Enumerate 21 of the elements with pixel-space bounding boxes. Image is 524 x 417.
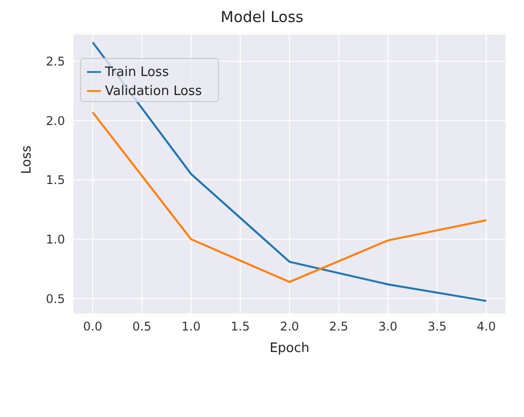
y-tick-label: 1.0 <box>46 232 65 247</box>
y-tick-label: 0.5 <box>46 292 65 306</box>
x-tick-label: 1.0 <box>182 320 201 334</box>
line-series <box>92 111 488 283</box>
y-tick-label: 1.5 <box>46 173 65 188</box>
line-series <box>92 41 488 302</box>
legend-label: Train Loss <box>105 65 169 80</box>
x-tick-label: 4.0 <box>476 320 496 334</box>
legend-label: Validation Loss <box>105 84 202 99</box>
y-tick-label: 2.0 <box>46 114 65 128</box>
x-tick-label: 3.0 <box>378 320 398 334</box>
chart-title: Model Loss <box>220 8 304 28</box>
x-tick-label: 0.0 <box>83 320 102 334</box>
x-tick-label: 2.0 <box>280 320 300 334</box>
y-tick-label: 2.5 <box>46 54 65 69</box>
x-tick-label: 1.5 <box>230 320 250 334</box>
x-tick-label: 0.5 <box>132 320 152 334</box>
x-axis-title: Epoch <box>270 341 310 356</box>
x-tick-label: 3.5 <box>428 320 447 334</box>
y-axis-title: Loss <box>20 145 35 174</box>
x-tick-label: 2.5 <box>329 320 348 334</box>
